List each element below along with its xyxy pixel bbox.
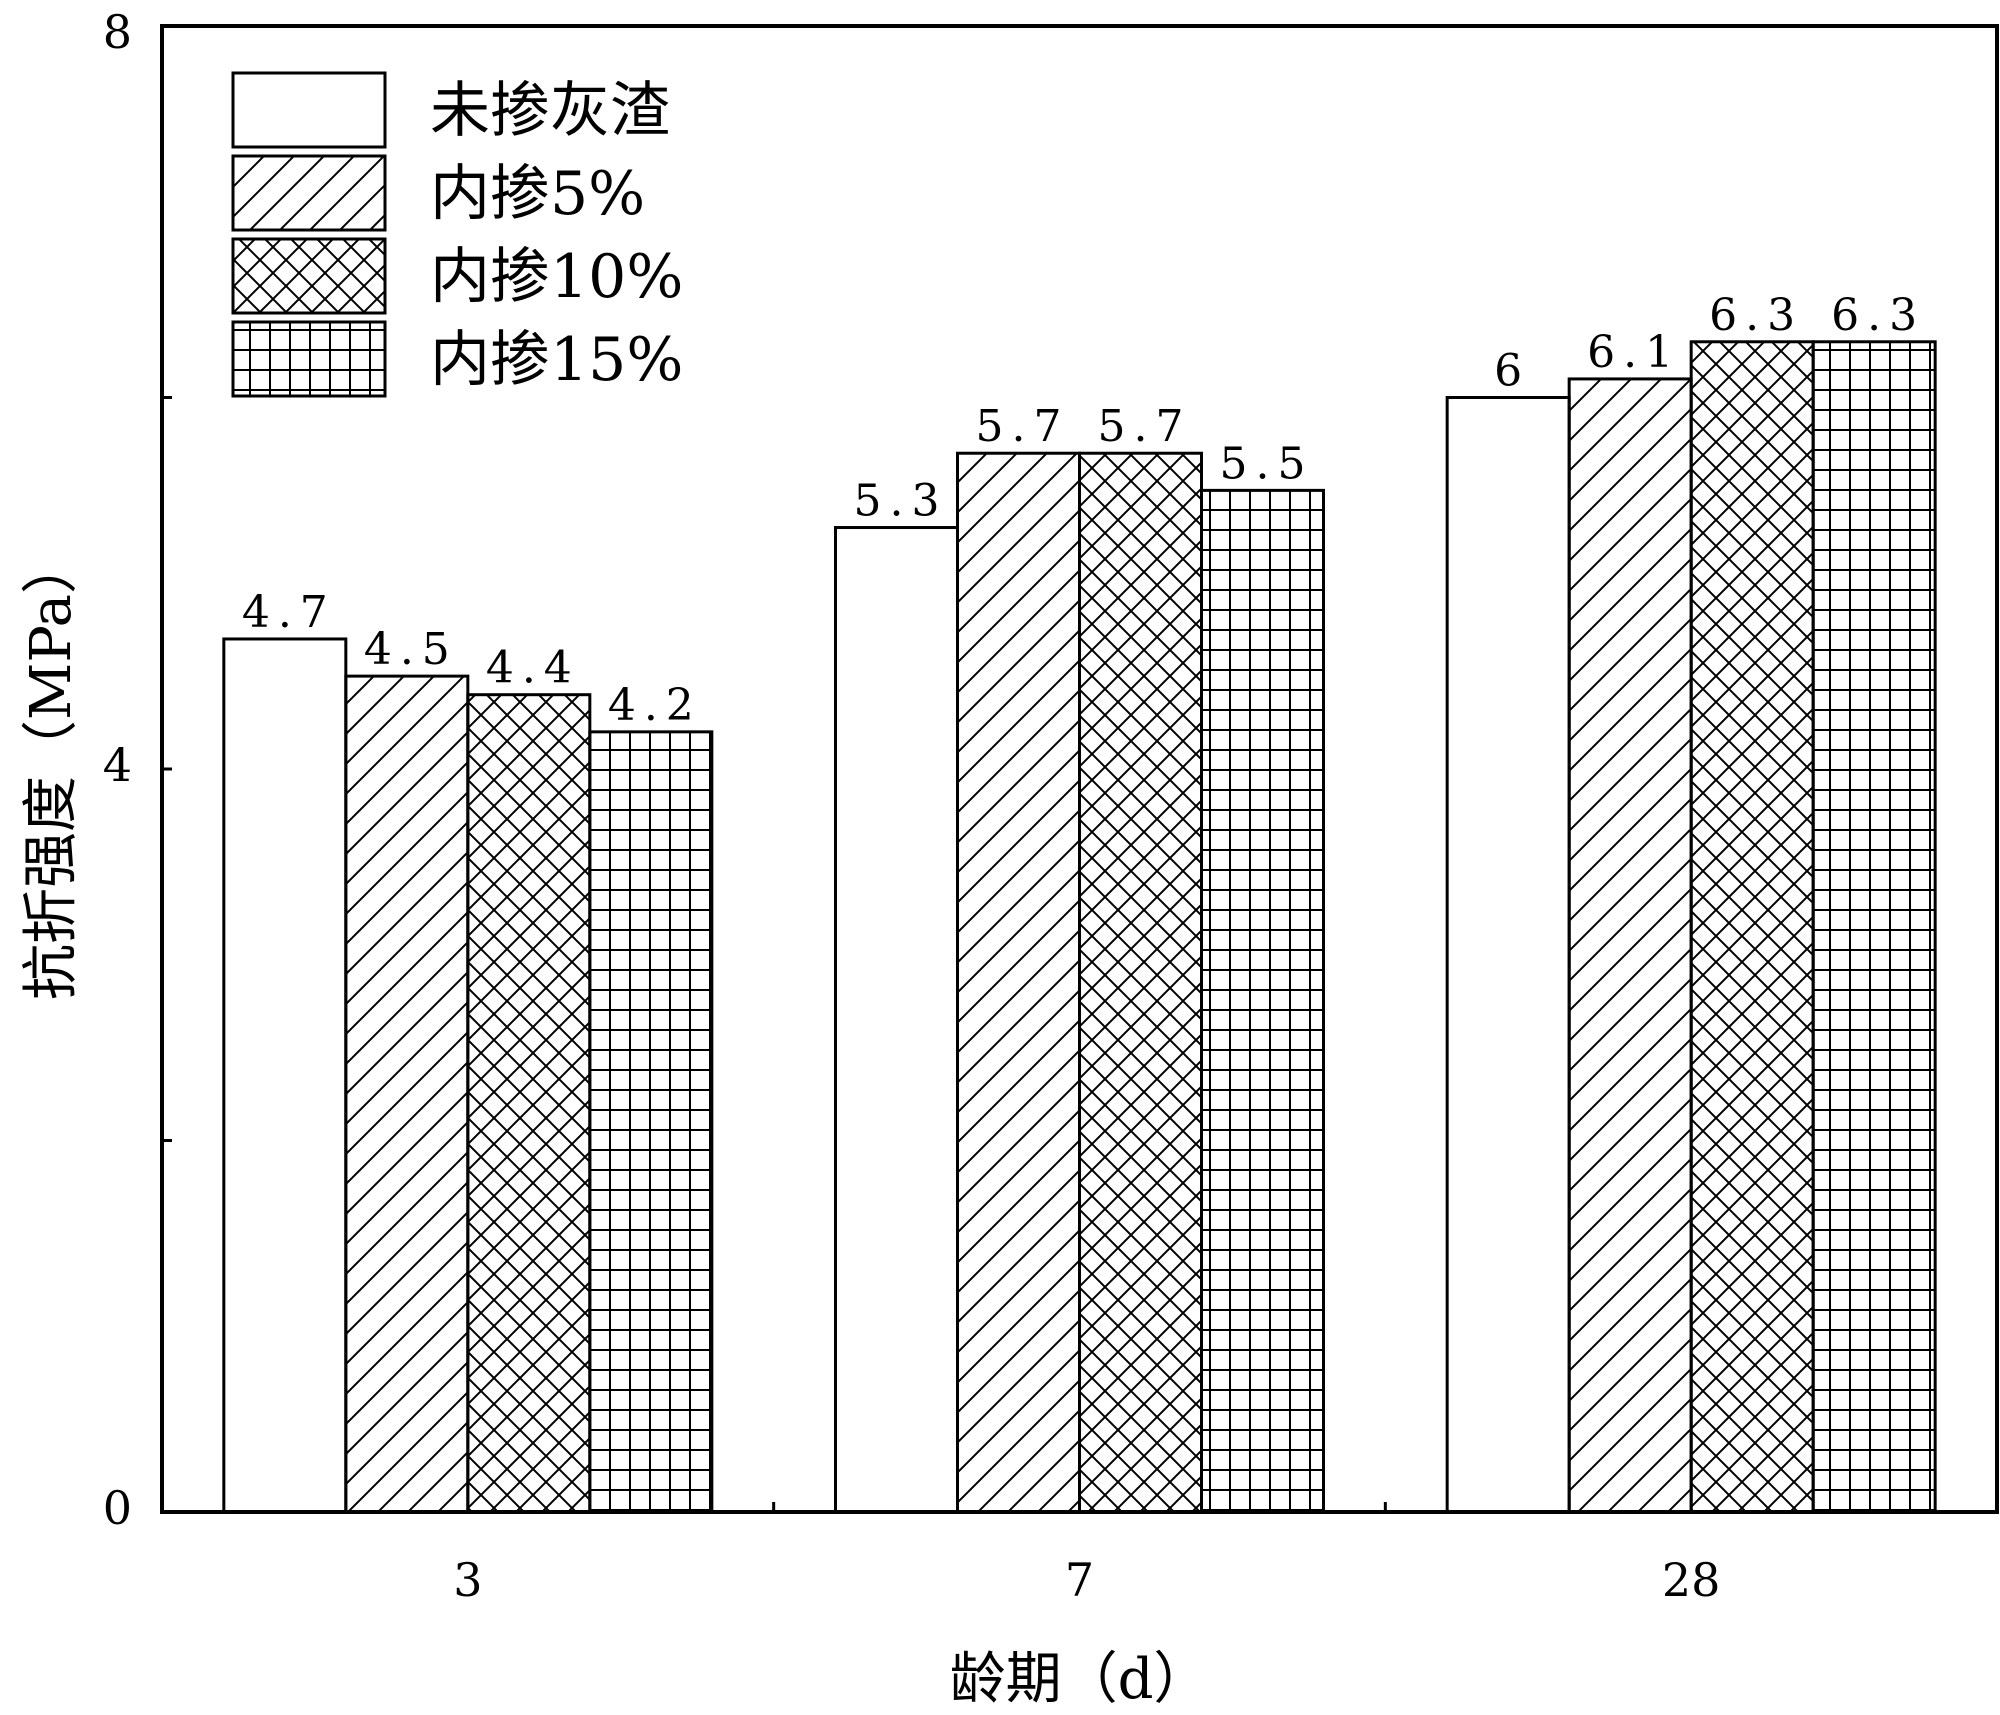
bar-7-内掺10%: [1078, 451, 1203, 1514]
data-label: 4.7: [242, 587, 336, 638]
data-label: 6: [1494, 346, 1530, 397]
legend-swatch: [231, 71, 387, 149]
bars-group: [222, 340, 1937, 1514]
bar-3-内掺15%: [588, 730, 714, 1514]
data-label: 4.5: [364, 624, 458, 675]
data-label: 5.7: [1098, 401, 1192, 452]
data-label: 5.7: [976, 401, 1070, 452]
bar-28-内掺15%: [1811, 340, 1937, 1514]
data-label: 6.3: [1831, 290, 1925, 341]
bar-3-内掺10%: [466, 693, 592, 1514]
legend-swatch: [231, 237, 387, 315]
bar-7-内掺5%: [956, 451, 1081, 1514]
data-label: 5.5: [1220, 438, 1314, 489]
bar-3-内掺5%: [344, 674, 470, 1514]
axis-ticks: [162, 24, 1387, 1514]
data-labels-group: 4.7 4.5 4.4 4.2 5.3 5.7 5.7 5.5 6 6.1 6.3 6.3: [242, 290, 1925, 731]
bar-28-未掺灰渣: [1445, 396, 1571, 1514]
bar-3-未掺灰渣: [222, 637, 348, 1514]
legend-label: 内掺15%: [430, 325, 683, 395]
data-label: 4.2: [608, 680, 702, 731]
data-label: 6.1: [1587, 327, 1681, 378]
y-tick-label: 4: [103, 738, 132, 792]
x-axis-title: 龄期（d）: [950, 1647, 1210, 1712]
x-tick-label: 3: [453, 1553, 482, 1607]
y-tick-label: 8: [103, 5, 132, 59]
x-tick-labels: 3 7 28: [453, 1553, 1720, 1607]
x-tick-label: 28: [1662, 1553, 1721, 1607]
x-tick-label: 7: [1065, 1553, 1094, 1607]
bar-7-未掺灰渣: [834, 526, 959, 1514]
data-label: 6.3: [1709, 290, 1803, 341]
y-tick-labels: 0 4 8: [103, 5, 132, 1535]
data-label: 4.4: [486, 643, 580, 694]
legend-label: 内掺5%: [430, 159, 645, 229]
legend-swatch: [231, 154, 387, 232]
bar-28-内掺10%: [1689, 340, 1815, 1514]
bar-28-内掺5%: [1567, 377, 1693, 1514]
legend-label: 未掺灰渣: [430, 76, 670, 146]
y-tick-label: 0: [103, 1481, 132, 1535]
legend-label: 内掺10%: [430, 242, 683, 312]
y-axis-title: 抗折强度（MPa）: [19, 538, 84, 1000]
bar-7-内掺15%: [1200, 488, 1325, 1514]
data-label: 5.3: [854, 476, 948, 527]
legend-swatch: [231, 320, 387, 398]
